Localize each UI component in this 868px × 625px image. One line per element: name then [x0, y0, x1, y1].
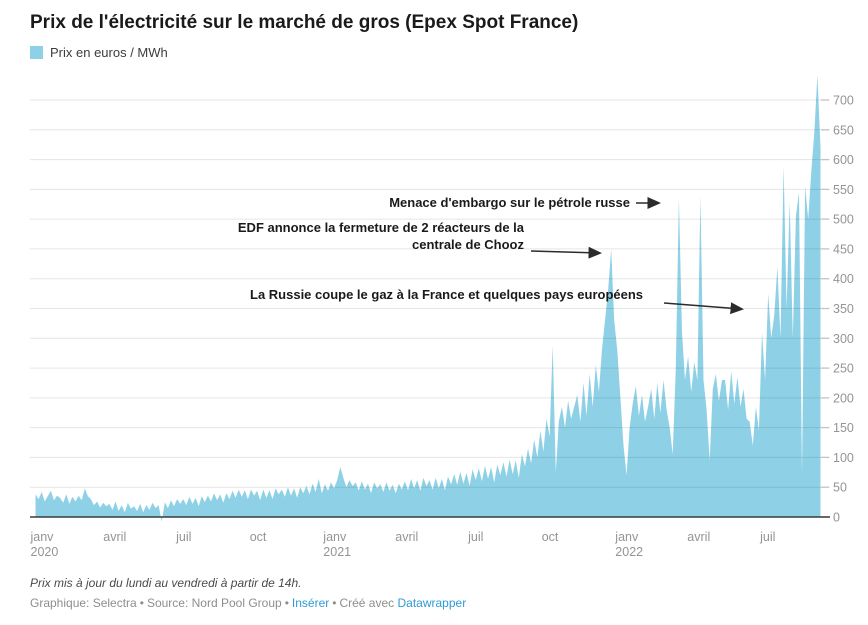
- arrow-russia-gas: [663, 302, 744, 315]
- x-axis-label-janv2022: janv: [614, 530, 639, 544]
- price-area-series: [35, 75, 821, 522]
- x-axis-year-2022: 2022: [615, 545, 643, 559]
- x-axis-label-avril: avril: [687, 530, 710, 544]
- credit-separator: •: [284, 596, 289, 610]
- x-axis-label-avril: avril: [395, 530, 418, 544]
- y-axis-label-150: 150: [833, 421, 854, 435]
- x-axis-label-oct: oct: [542, 530, 559, 544]
- page-title: Prix de l'électricité sur le marché de g…: [30, 12, 579, 33]
- y-axis-label-400: 400: [833, 272, 854, 286]
- x-axis-label-juil: juil: [175, 530, 191, 544]
- legend-label: Prix en euros / MWh: [50, 45, 168, 60]
- y-axis-label-200: 200: [833, 391, 854, 405]
- x-axis-label-juil: juil: [759, 530, 775, 544]
- y-axis-label-300: 300: [833, 332, 854, 346]
- credit-graphique: Graphique: Selectra: [30, 596, 137, 610]
- credit-separator: •: [332, 596, 337, 610]
- credits-line: Graphique: Selectra • Source: Nord Pool Gr…: [30, 596, 466, 610]
- credit-separator: •: [139, 596, 144, 610]
- datawrapper-link[interactable]: Datawrapper: [397, 596, 467, 610]
- x-axis-label-avril: avril: [103, 530, 126, 544]
- credit-source: Source: Nord Pool Group: [146, 596, 282, 610]
- x-axis-label-janv2021: janv: [322, 530, 347, 544]
- embed-link[interactable]: Insérer: [291, 596, 330, 610]
- y-axis-label-650: 650: [833, 123, 854, 137]
- update-note: Prix mis à jour du lundi au vendredi à p…: [30, 576, 302, 590]
- y-axis-label-100: 100: [833, 451, 854, 465]
- x-axis-label-juil: juil: [467, 530, 483, 544]
- x-axis-year-2021: 2021: [323, 545, 351, 559]
- y-axis-label-450: 450: [833, 242, 854, 256]
- y-axis-label-500: 500: [833, 213, 854, 227]
- y-axis-label-50: 50: [833, 481, 847, 495]
- annotation-edf-chooz-line2: centrale de Chooz: [412, 236, 524, 252]
- x-axis-label-janv2020: janv: [30, 530, 55, 544]
- annotation-oil-embargo: Menace d'embargo sur le pétrole russe: [389, 195, 630, 210]
- y-axis-label-0: 0: [833, 511, 840, 525]
- credit-made-with: Créé avec: [339, 596, 395, 610]
- arrow-edf-chooz: [530, 246, 602, 259]
- y-axis-label-350: 350: [833, 302, 854, 316]
- y-axis-label-250: 250: [833, 362, 854, 376]
- annotation-edf-chooz-line1: EDF annonce la fermeture de 2 réacteurs …: [237, 220, 524, 235]
- y-axis-label-600: 600: [833, 153, 854, 167]
- legend-swatch-icon: [30, 46, 43, 59]
- y-axis-label-700: 700: [833, 94, 854, 108]
- legend: Prix en euros / MWh: [30, 45, 168, 60]
- x-axis-label-oct: oct: [250, 530, 267, 544]
- x-axis-year-2020: 2020: [31, 545, 59, 559]
- annotation-russia-gas: La Russie coupe le gaz à la France et qu…: [250, 287, 644, 302]
- annotation-edf-chooz: EDF annonce la fermeture de 2 réacteurs …: [238, 220, 524, 253]
- y-axis-label-550: 550: [833, 183, 854, 197]
